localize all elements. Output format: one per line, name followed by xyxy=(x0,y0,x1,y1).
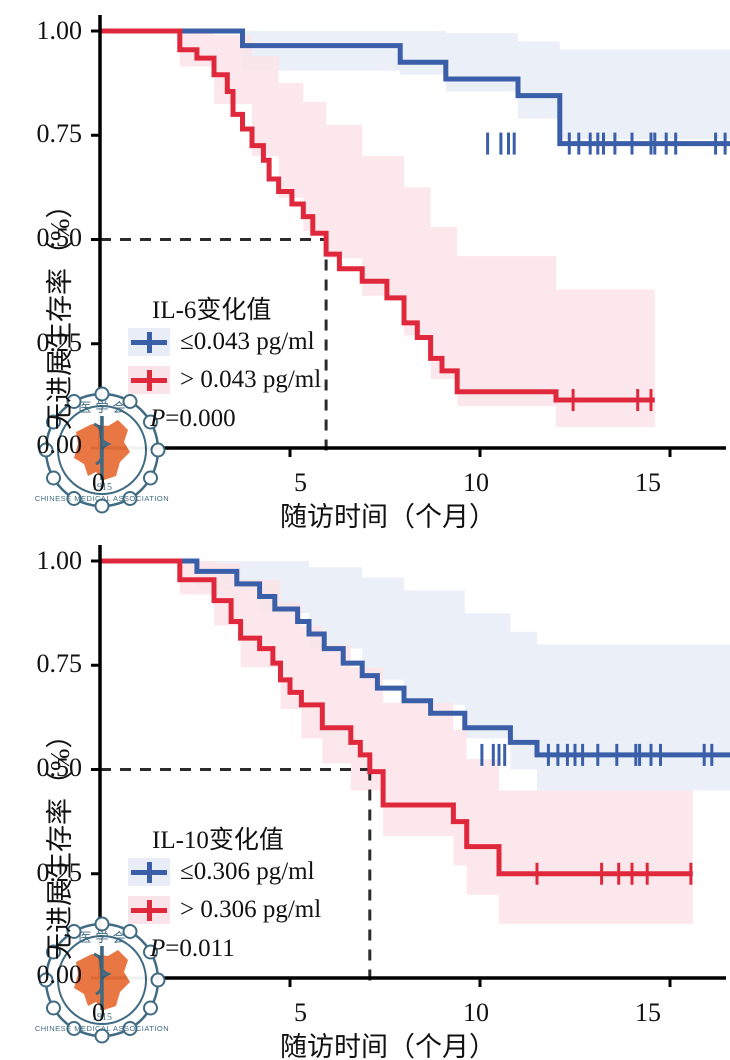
logo-ring-text: CHINESE MEDICAL ASSOCIATION xyxy=(35,494,169,503)
x-tick-b-3: 15 xyxy=(635,998,661,1027)
x-tick-a-2: 10 xyxy=(463,468,489,497)
y-tick-a-0: 0.00 xyxy=(36,430,83,459)
logo-center-text: 医 学 会 xyxy=(78,400,125,416)
x-tick-a-0: 0 xyxy=(92,468,105,497)
survival-curve xyxy=(100,558,693,877)
confidence-band xyxy=(100,31,655,436)
panel-il6: 医 学 会 1915 CHINESE MEDICAL ASSOCIATION 无进展… xyxy=(35,15,730,532)
y-tick-b-2: 0.50 xyxy=(36,753,83,782)
legend-title-a: IL-6变化值 xyxy=(152,297,272,324)
survival-curve xyxy=(100,28,730,147)
y-tick-a-2: 0.50 xyxy=(36,223,83,252)
legend-item-a-1[interactable]: > 0.043 pg/ml xyxy=(128,366,321,394)
p-number-a: =0.000 xyxy=(165,405,236,432)
legend-label-b-0: ≤0.306 pg/ml xyxy=(180,858,315,885)
p-number-b: =0.011 xyxy=(165,935,235,962)
legend-item-b-0[interactable]: ≤0.306 pg/ml xyxy=(128,858,315,886)
y-tick-b-4: 1.00 xyxy=(36,546,83,575)
y-tick-b-0: 0.00 xyxy=(36,960,83,989)
legend-key-red-a xyxy=(128,366,170,394)
x-tick-b-0: 0 xyxy=(92,998,105,1027)
p-value-b: P=0.011 xyxy=(150,935,235,963)
legend-item-a-0[interactable]: ≤0.043 pg/ml xyxy=(128,328,315,356)
logo-year: 1915 xyxy=(92,482,112,493)
confidence-band xyxy=(100,561,730,791)
legend-key-blue-a xyxy=(128,328,170,356)
p-symbol-a: P xyxy=(150,405,166,432)
legend-key-red-b xyxy=(128,896,170,924)
y-tick-b-1: 0.25 xyxy=(36,858,83,887)
legend-title-b: IL-10变化值 xyxy=(152,827,284,854)
x-axis-label-a: 随访时间（个月） xyxy=(280,502,496,532)
p-value-a: P=0.000 xyxy=(150,405,236,433)
legend-label-a-0: ≤0.043 pg/ml xyxy=(180,328,315,355)
confidence-band xyxy=(100,561,693,939)
logo-ring-text: CHINESE MEDICAL ASSOCIATION xyxy=(35,1024,169,1033)
legend-item-b-1[interactable]: > 0.306 pg/ml xyxy=(128,896,321,924)
x-tick-a-1: 5 xyxy=(294,468,307,497)
legend-label-a-1: > 0.043 pg/ml xyxy=(180,366,322,393)
panel-il10: 医 学 会 1915 CHINESE MEDICAL ASSOCIATION 无进展… xyxy=(0,530,730,1060)
legend-label-b-1: > 0.306 pg/ml xyxy=(180,896,322,923)
x-axis-label-b: 随访时间（个月） xyxy=(280,1032,496,1060)
x-tick-b-2: 10 xyxy=(463,998,489,1027)
survival-curve xyxy=(100,28,655,403)
x-tick-a-3: 15 xyxy=(635,468,661,497)
logo-center-text: 医 学 会 xyxy=(78,930,125,946)
y-tick-b-3: 0.75 xyxy=(36,649,83,678)
logo-year: 1915 xyxy=(92,1012,112,1023)
p-symbol-b: P xyxy=(150,935,166,962)
y-tick-a-4: 1.00 xyxy=(36,16,83,45)
y-tick-a-3: 0.75 xyxy=(36,119,83,148)
y-tick-a-1: 0.25 xyxy=(36,328,83,357)
legend-key-blue-b xyxy=(128,858,170,886)
survival-curve xyxy=(100,558,730,758)
x-tick-b-1: 5 xyxy=(294,998,307,1027)
